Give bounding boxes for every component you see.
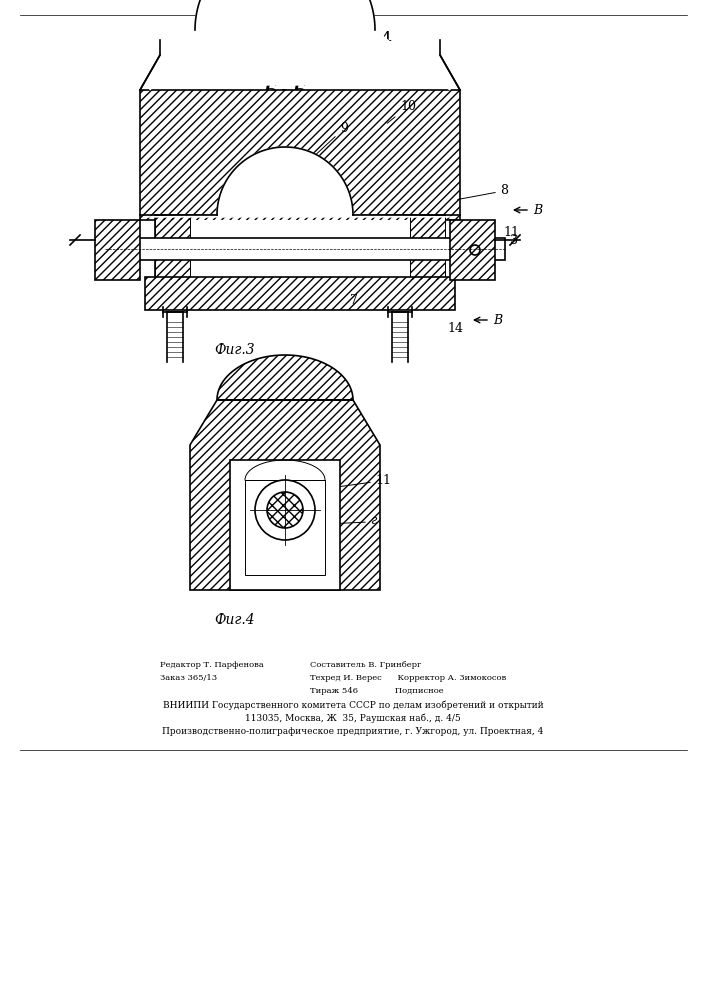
Text: 8: 8	[500, 184, 508, 196]
Circle shape	[255, 480, 315, 540]
Text: 7: 7	[350, 294, 358, 306]
Text: Б - Б: Б - Б	[264, 83, 306, 97]
Text: 10: 10	[387, 100, 416, 123]
Bar	[95, 220, 140, 280]
Text: 113035, Москва, Ж  35, Раушская наб., д. 4/5: 113035, Москва, Ж 35, Раушская наб., д. …	[245, 713, 461, 723]
Text: г: г	[370, 514, 376, 526]
Text: Техред И. Верес      Корректор А. Зимокосов: Техред И. Верес Корректор А. Зимокосов	[310, 674, 506, 682]
Text: 1373584: 1373584	[313, 31, 393, 49]
Bar	[410, 215, 445, 280]
Bar	[410, 215, 445, 280]
Bar	[140, 90, 460, 220]
Bar	[450, 220, 495, 280]
Bar	[105, 238, 505, 260]
Bar	[155, 215, 190, 280]
Text: Редактор Т. Парфенова: Редактор Т. Парфенова	[160, 661, 264, 669]
Polygon shape	[217, 355, 353, 400]
Bar	[155, 215, 190, 280]
Bar	[230, 460, 340, 590]
Text: В: В	[493, 314, 502, 326]
Text: Производственно-полиграфическое предприятие, г. Ужгород, ул. Проектная, 4: Производственно-полиграфическое предприя…	[163, 726, 544, 736]
Text: В - В: В - В	[264, 378, 306, 392]
Text: ВНИИПИ Государственного комитета СССР по делам изобретений и открытий: ВНИИПИ Государственного комитета СССР по…	[163, 700, 544, 710]
Bar	[450, 220, 495, 280]
Text: 14: 14	[447, 322, 463, 334]
Text: 3: 3	[510, 233, 518, 246]
Bar	[145, 277, 455, 310]
Bar	[145, 277, 455, 310]
Polygon shape	[145, 147, 455, 217]
Text: Составитель В. Гринберг: Составитель В. Гринберг	[310, 661, 421, 669]
Text: Фиг.4: Фиг.4	[215, 613, 255, 627]
Polygon shape	[190, 400, 380, 590]
Text: 11: 11	[375, 474, 391, 487]
Text: 11: 11	[503, 227, 519, 239]
Polygon shape	[150, 0, 450, 90]
Text: Фиг.3: Фиг.3	[215, 343, 255, 357]
Text: Заказ 365/13: Заказ 365/13	[160, 674, 217, 682]
Text: Тираж 546              Подписное: Тираж 546 Подписное	[310, 687, 443, 695]
Text: В: В	[533, 204, 542, 217]
Bar	[140, 90, 460, 220]
Bar	[155, 215, 445, 280]
Text: 9: 9	[312, 122, 348, 158]
Bar	[95, 220, 140, 280]
Bar	[245, 480, 325, 575]
Circle shape	[267, 492, 303, 528]
